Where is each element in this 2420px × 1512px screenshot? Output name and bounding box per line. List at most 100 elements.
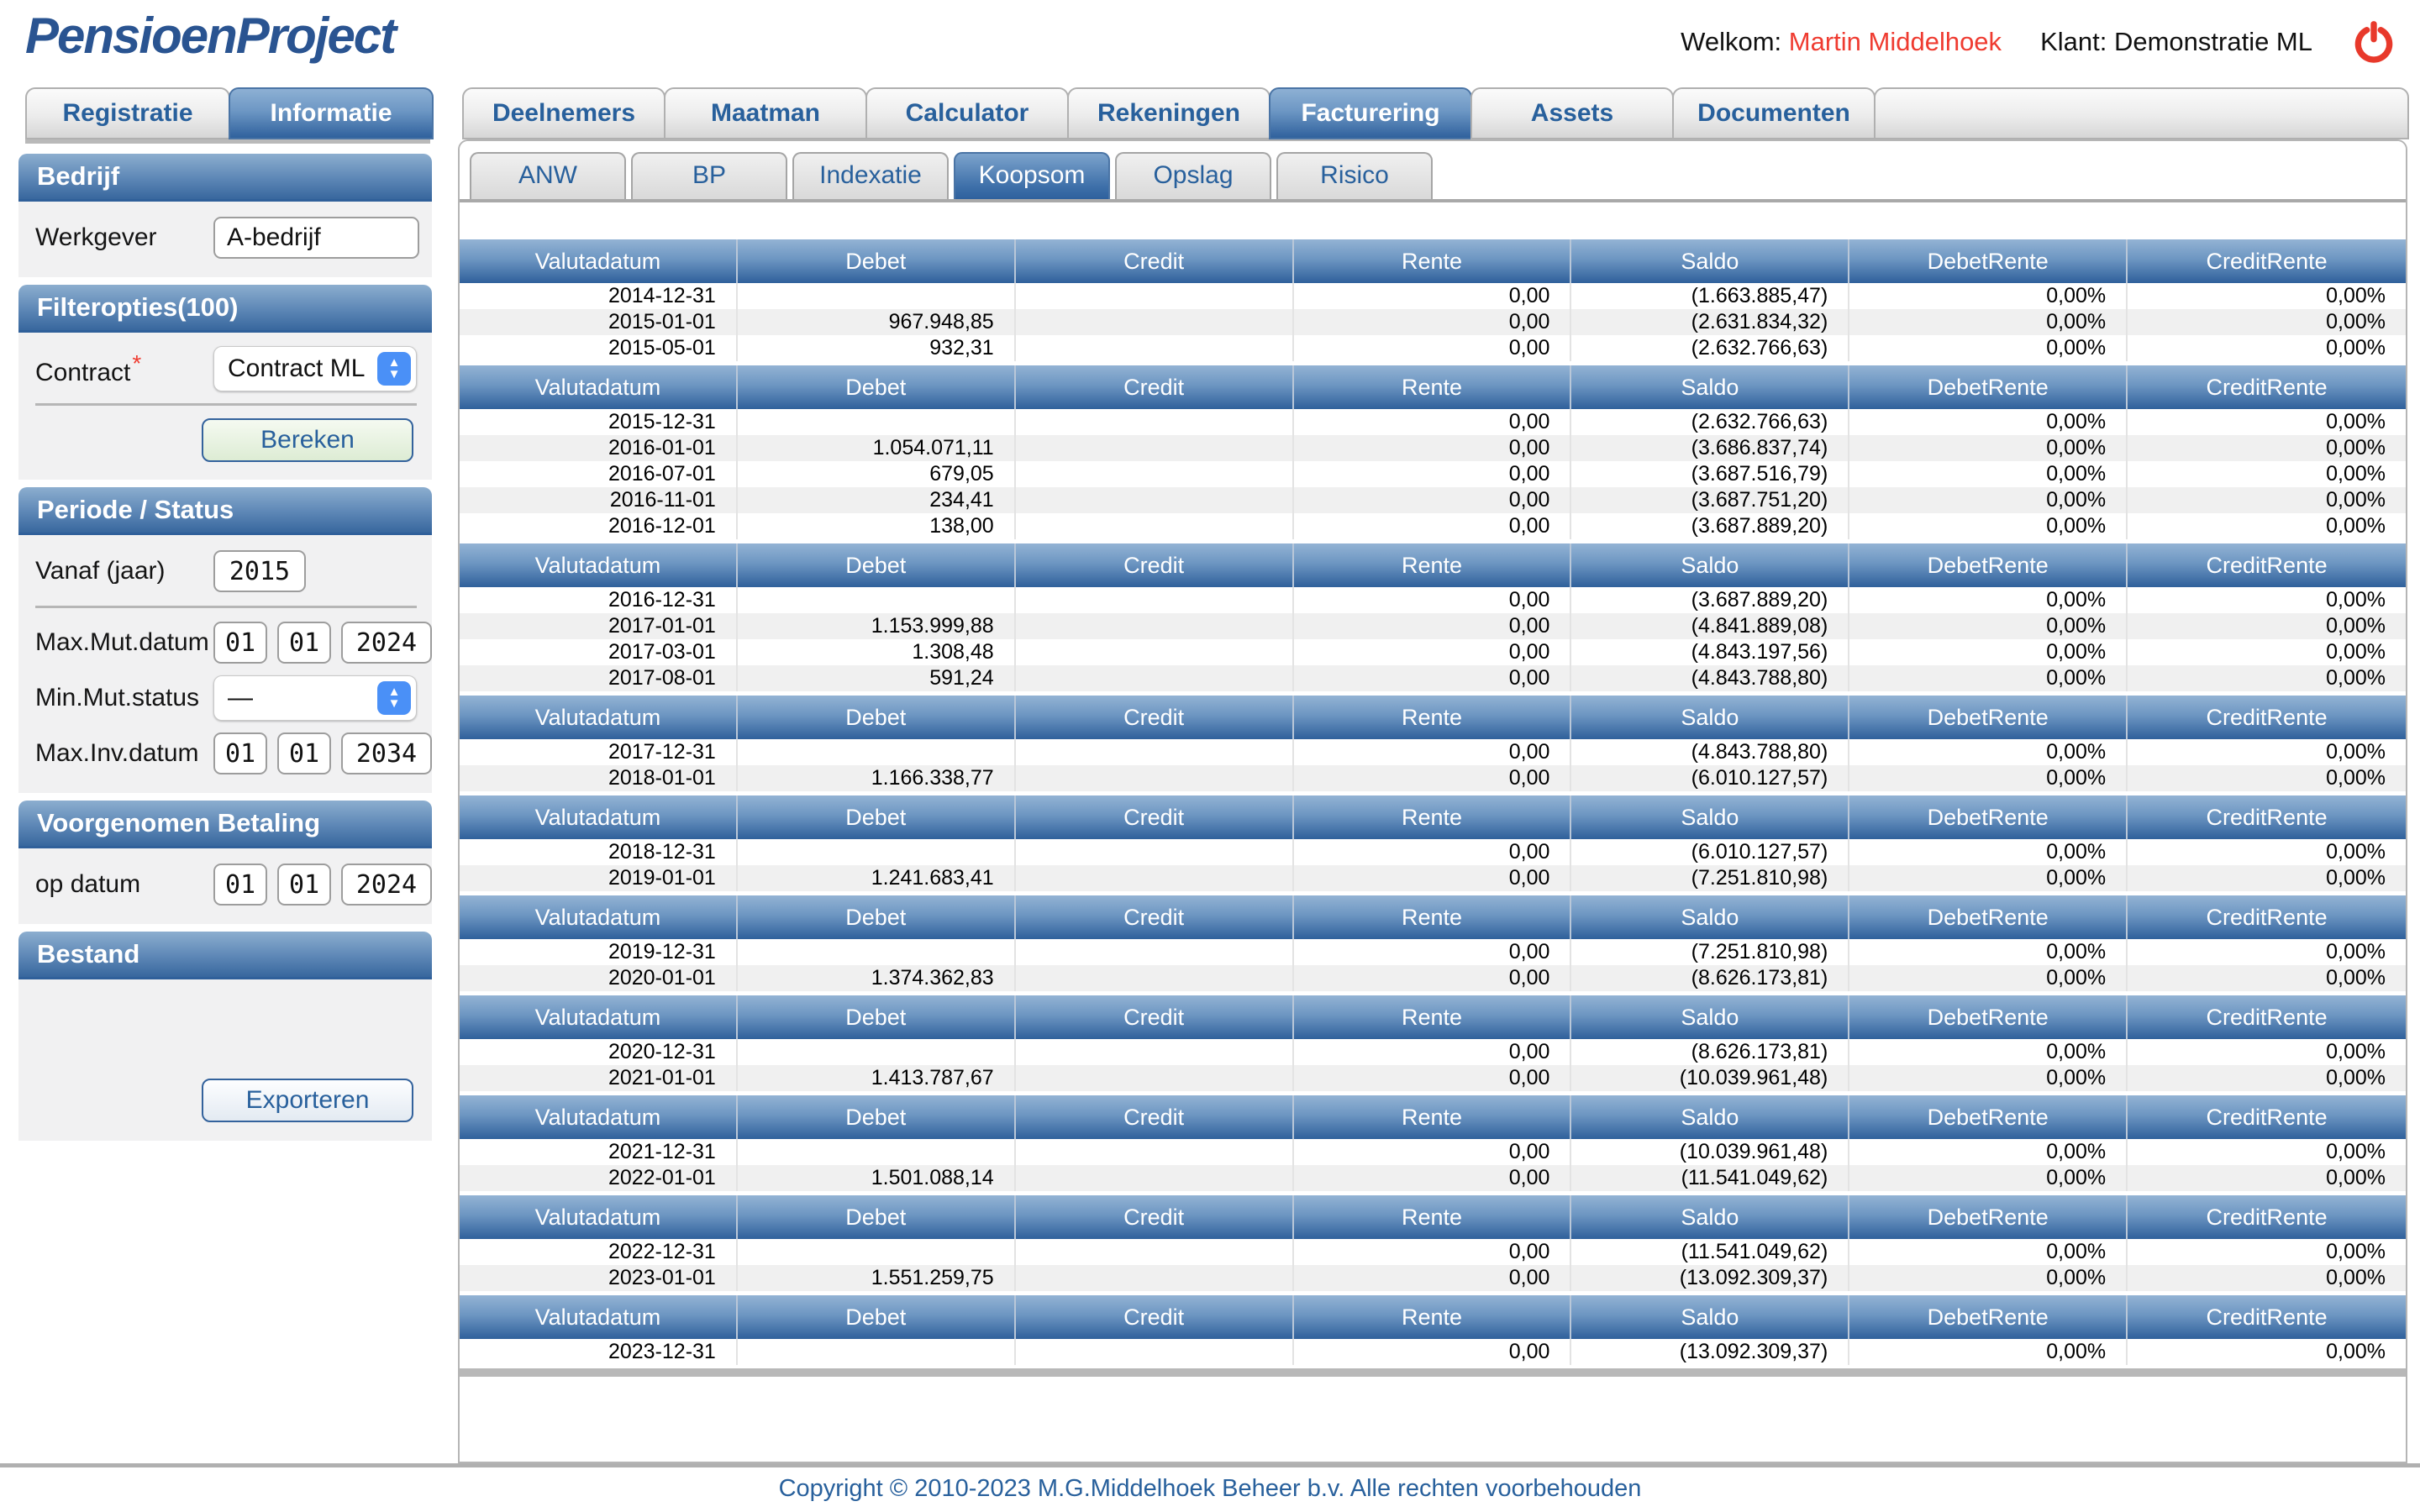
table-cell: (2.632.766,63) <box>1571 409 1850 435</box>
table-cell: 0,00 <box>1294 1339 1572 1365</box>
table-cell <box>1016 513 1294 539</box>
table-cell: 0,00 <box>1294 939 1572 965</box>
tab-deelnemers[interactable]: Deelnemers <box>462 87 666 139</box>
max-inv-month-input[interactable] <box>277 732 331 774</box>
tab-bp[interactable]: BP <box>631 152 787 199</box>
max-mut-month-input[interactable] <box>277 622 331 664</box>
column-header: DebetRente <box>1849 1295 2128 1339</box>
table-cell: 0,00% <box>2326 488 2386 512</box>
column-header: CreditRente <box>2206 1205 2328 1230</box>
table-row: 2022-01-01 1.501.088,14 0,00 (11.541.049,62… <box>460 1165 2406 1191</box>
table-cell: 0,00% <box>2326 766 2386 790</box>
max-mut-day-input[interactable] <box>213 622 267 664</box>
column-header: Valutadatum <box>460 895 738 939</box>
tab-koopsom[interactable]: Koopsom <box>954 152 1110 199</box>
table-cell <box>1016 335 1294 361</box>
section-filteropties-title: Filteropties(100) <box>18 285 432 333</box>
table-cell: 1.308,48 <box>738 639 1016 665</box>
table-cell <box>1016 1139 1294 1165</box>
tab-maatman[interactable]: Maatman <box>664 87 867 139</box>
table-cell: 0,00% <box>1849 335 2128 361</box>
table-row: 2018-12-31 0,00 (6.010.127,57) 0,00% 0,00% <box>460 839 2406 865</box>
tab-anw[interactable]: ANW <box>470 152 626 199</box>
column-header: Credit <box>1016 1095 1294 1139</box>
op-datum-year-input[interactable] <box>341 864 432 906</box>
column-header: Debet <box>738 895 1016 939</box>
table-row: 2021-12-31 0,00 (10.039.961,48) 0,00% 0,00% <box>460 1139 2406 1165</box>
section-bedrijf: Bedrijf Werkgever <box>18 154 432 277</box>
tab-informatie[interactable]: Informatie <box>229 87 434 139</box>
table-cell: (10.039.961,48) <box>1571 1065 1850 1091</box>
tab-facturering[interactable]: Facturering <box>1269 87 1472 139</box>
min-mut-status-select[interactable]: — ▲ ▼ <box>213 675 417 721</box>
footer-divider <box>0 1463 2420 1467</box>
table-cell: (13.092.309,37) <box>1571 1339 1850 1365</box>
divider <box>35 403 417 406</box>
op-datum-day-input[interactable] <box>213 864 267 906</box>
contract-label: Contract* <box>35 350 142 386</box>
column-header: CreditRente <box>2206 705 2328 730</box>
table-cell: (3.687.751,20) <box>1571 487 1850 513</box>
left-tabs-underline <box>25 139 430 144</box>
table-cell: 591,24 <box>738 665 1016 691</box>
table-row: 2015-12-31 0,00 (2.632.766,63) 0,00% 0,00% <box>460 409 2406 435</box>
table-cell <box>1016 1339 1294 1365</box>
logout-power-button[interactable] <box>2351 19 2396 65</box>
column-header: Rente <box>1294 1195 1572 1239</box>
column-header: CreditRente <box>2206 805 2328 830</box>
table-cell: 0,00% <box>2326 740 2386 764</box>
select-stepper-icon: ▲ ▼ <box>377 681 411 715</box>
table-cell <box>738 1239 1016 1265</box>
table-cell: (8.626.173,81) <box>1571 1039 1850 1065</box>
max-inv-year-input[interactable] <box>341 732 432 774</box>
table-row: 2017-12-31 0,00 (4.843.788,80) 0,00% 0,00% <box>460 739 2406 765</box>
table-cell: 0,00 <box>1294 865 1572 891</box>
tab-opslag[interactable]: Opslag <box>1115 152 1271 199</box>
top-header: PensioenProject Welkom: Martin Middelhoe… <box>0 0 2420 84</box>
header-right: Welkom: Martin Middelhoek Klant: Demonst… <box>1681 0 2396 84</box>
koopsom-table: Valutadatum Debet Credit Rente Saldo DebetRen… <box>460 239 2406 1377</box>
tab-registratie[interactable]: Registratie <box>25 87 230 139</box>
table-row: 2023-12-31 0,00 (13.092.309,37) 0,00% 0,00% <box>460 1339 2406 1365</box>
max-mut-year-input[interactable] <box>341 622 432 664</box>
tab-indexatie[interactable]: Indexatie <box>792 152 949 199</box>
tab-rekeningen[interactable]: Rekeningen <box>1067 87 1270 139</box>
werkgever-input[interactable] <box>213 217 419 259</box>
column-header: CreditRente <box>2206 1005 2328 1030</box>
column-header: CreditRente <box>2206 249 2328 274</box>
table-cell <box>1016 613 1294 639</box>
table-cell: (10.039.961,48) <box>1571 1139 1850 1165</box>
op-datum-month-input[interactable] <box>277 864 331 906</box>
column-header: Credit <box>1016 239 1294 283</box>
table-cell: 0,00% <box>2326 336 2386 360</box>
tab-risico[interactable]: Risico <box>1276 152 1433 199</box>
table-cell <box>1016 965 1294 991</box>
table-row: 2017-03-01 1.308,48 0,00 (4.843.197,56) 0,00… <box>460 639 2406 665</box>
table-cell: (13.092.309,37) <box>1571 1265 1850 1291</box>
table-cell <box>1016 1165 1294 1191</box>
tab-calculator[interactable]: Calculator <box>865 87 1069 139</box>
vanaf-jaar-input[interactable] <box>213 550 306 592</box>
app-logo: PensioenProject <box>25 8 397 64</box>
max-inv-day-input[interactable] <box>213 732 267 774</box>
contract-select[interactable]: Contract ML ▲ ▼ <box>213 346 417 391</box>
user-name: Martin Middelhoek <box>1788 27 2002 56</box>
exporteren-button[interactable]: Exporteren <box>202 1079 413 1122</box>
table-cell <box>1016 435 1294 461</box>
table-group-header: Valutadatum Debet Credit Rente Saldo DebetRen… <box>460 543 2406 587</box>
table-cell <box>738 839 1016 865</box>
tab-assets[interactable]: Assets <box>1470 87 1674 139</box>
client-text: Klant: Demonstratie ML <box>2040 27 2312 57</box>
table-cell: 0,00% <box>1849 839 2128 865</box>
tab-group-gap <box>432 87 462 139</box>
column-header: Valutadatum <box>460 795 738 839</box>
column-header: Rente <box>1294 795 1572 839</box>
client-label: Klant: <box>2040 27 2107 56</box>
table-row: 2017-01-01 1.153.999,88 0,00 (4.841.889,08)… <box>460 613 2406 639</box>
table-cell: 1.054.071,11 <box>738 435 1016 461</box>
tab-documenten[interactable]: Documenten <box>1672 87 1876 139</box>
tab-bar-filler <box>1874 87 2409 139</box>
table-cell: 0,00% <box>1849 1265 2128 1291</box>
bereken-button[interactable]: Bereken <box>202 418 413 462</box>
table-cell: (2.632.766,63) <box>1571 335 1850 361</box>
